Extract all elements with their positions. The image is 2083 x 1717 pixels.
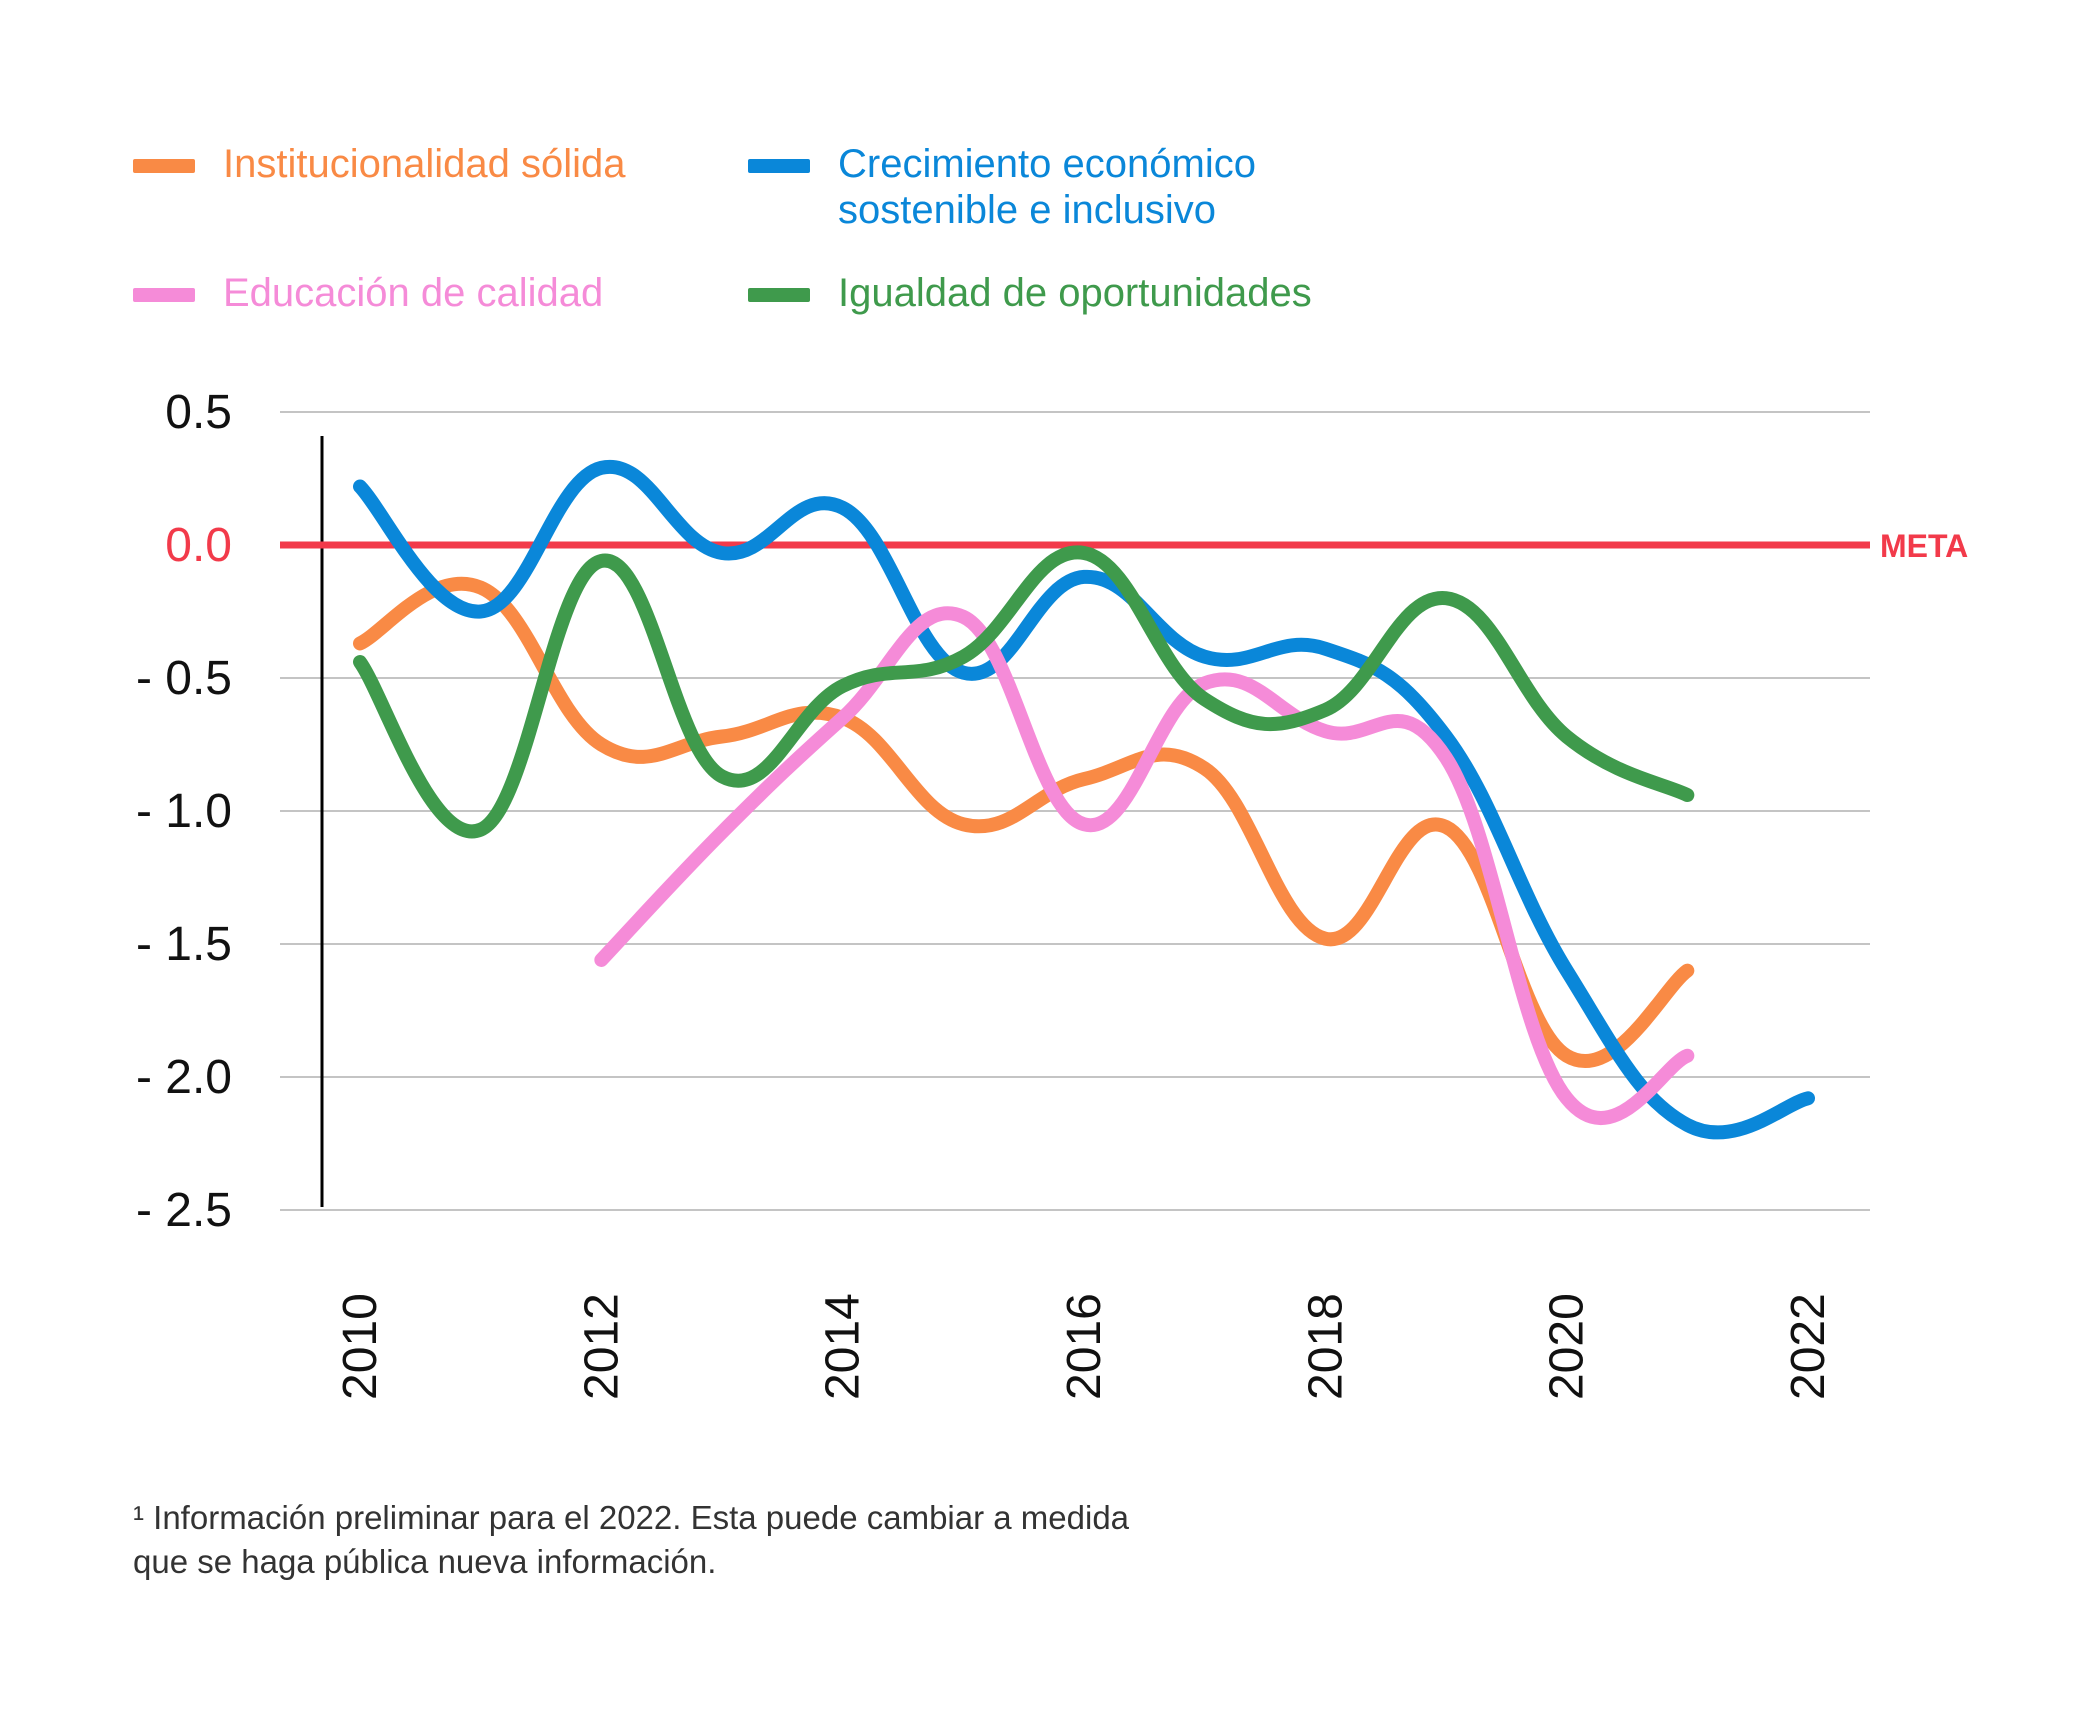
footnote: ¹ Información preliminar para el 2022. E…: [133, 1499, 1130, 1580]
x-tick-label: 2014: [817, 1293, 870, 1400]
meta-label: META: [1880, 528, 1968, 564]
y-tick-label: - 1.0: [136, 785, 232, 838]
series-line-educacion: [594, 606, 1695, 1125]
x-tick-label: 2020: [1541, 1293, 1594, 1400]
legend-swatch-institucionalidad: [133, 159, 195, 173]
y-tick-label: - 0.5: [136, 652, 232, 705]
y-tick-label: 0.5: [165, 386, 232, 439]
legend-item-igualdad: Igualdad de oportunidades: [748, 270, 1312, 316]
legend-label-igualdad: Igualdad de oportunidades: [838, 271, 1312, 315]
legend-item-crecimiento: Crecimiento económico sostenible e inclu…: [748, 141, 1256, 233]
legend-label-institucionalidad: Institucionalidad sólida: [223, 142, 626, 186]
legend-label-educacion: Educación de calidad: [223, 271, 604, 315]
y-tick-label: - 2.0: [136, 1051, 232, 1104]
series-line-igualdad: [353, 545, 1695, 839]
x-tick-label: 2018: [1299, 1293, 1352, 1400]
legend-swatch-educacion: [133, 288, 195, 302]
series-line-crecimiento: [353, 459, 1815, 1140]
y-tick-label: - 2.5: [136, 1184, 232, 1237]
legend-swatch-igualdad: [748, 288, 810, 302]
y-tick-label: 0.0: [165, 519, 232, 572]
x-tick-label: 2022: [1782, 1293, 1835, 1400]
legend-label-crecimiento: Crecimiento económico sostenible e inclu…: [838, 142, 1256, 232]
legend-item-institucionalidad: Institucionalidad sólida: [133, 141, 625, 187]
y-tick-label: - 1.5: [136, 918, 232, 971]
series-line-institucionalidad: [353, 576, 1695, 1068]
x-tick-label: 2012: [575, 1293, 628, 1400]
legend-swatch-crecimiento: [748, 159, 810, 173]
legend-item-educacion: Educación de calidad: [133, 270, 603, 316]
x-tick-label: 2016: [1058, 1293, 1111, 1400]
x-tick-label: 2010: [334, 1293, 387, 1400]
